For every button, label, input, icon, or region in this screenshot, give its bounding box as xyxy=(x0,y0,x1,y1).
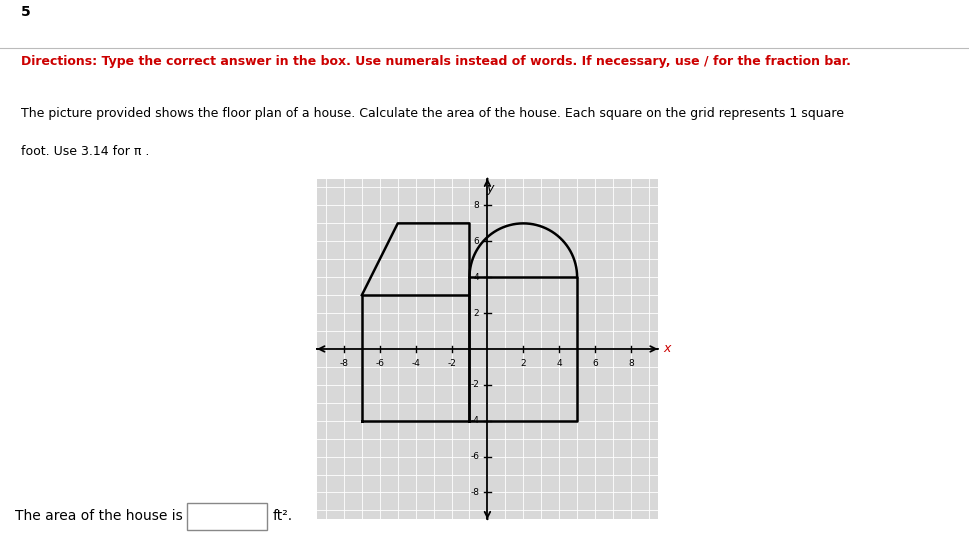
Text: -8: -8 xyxy=(470,488,479,497)
Text: -2: -2 xyxy=(470,380,479,390)
Text: The area of the house is: The area of the house is xyxy=(15,509,182,523)
Text: -4: -4 xyxy=(411,359,420,368)
Text: 6: 6 xyxy=(591,359,597,368)
Text: 4: 4 xyxy=(556,359,561,368)
Text: 2: 2 xyxy=(520,359,525,368)
FancyBboxPatch shape xyxy=(186,503,266,530)
Text: 6: 6 xyxy=(473,237,479,246)
Text: ft².: ft². xyxy=(272,509,293,523)
Text: Directions: Type the correct answer in the box. Use numerals instead of words. I: Directions: Type the correct answer in t… xyxy=(21,55,851,68)
Text: The picture provided shows the floor plan of a house. Calculate the area of the : The picture provided shows the floor pla… xyxy=(21,107,843,120)
Text: y: y xyxy=(485,182,493,195)
Text: 8: 8 xyxy=(627,359,633,368)
Text: x: x xyxy=(663,341,670,354)
Text: -8: -8 xyxy=(339,359,348,368)
Text: 8: 8 xyxy=(473,201,479,210)
Text: -2: -2 xyxy=(447,359,455,368)
Text: 4: 4 xyxy=(473,273,479,282)
Text: -6: -6 xyxy=(375,359,384,368)
Text: 5: 5 xyxy=(21,5,31,19)
Text: foot. Use 3.14 for π .: foot. Use 3.14 for π . xyxy=(21,146,149,159)
Text: 2: 2 xyxy=(473,308,479,318)
Text: -4: -4 xyxy=(470,416,479,425)
Text: -6: -6 xyxy=(470,452,479,461)
